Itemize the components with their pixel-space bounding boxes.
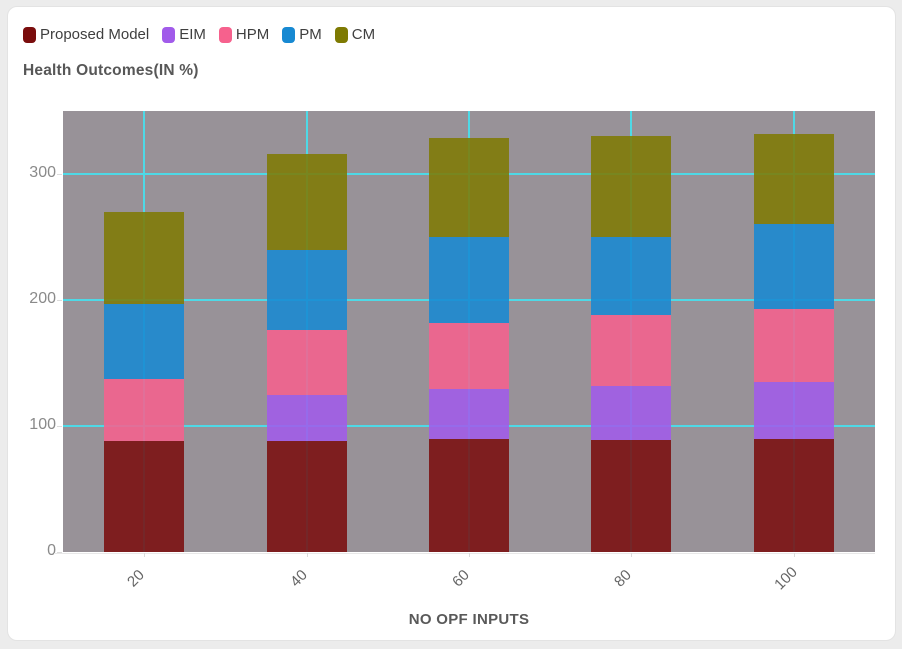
bar-segment-eim-60 [429,389,509,439]
x-tick-label-40: 40 [286,566,311,591]
y-tick-label-200: 200 [29,290,56,307]
chart-card: Proposed Model EIM HPM PM CM Health Outcomes… [7,6,896,641]
legend-item-cm[interactable]: CM [334,26,376,43]
bar-segment-cm-80 [591,136,672,238]
x-tick-label-80: 80 [611,566,636,591]
bar-segment-eim-40 [266,394,347,442]
x-tick-mark-20 [144,553,146,557]
x-tick-label-20: 20 [124,566,149,591]
legend-label: PM [299,26,322,43]
x-tick-label-100: 100 [770,563,801,594]
legend: Proposed Model EIM HPM PM CM [23,26,375,43]
legend-item-pm[interactable]: PM [282,26,322,43]
bar-segment-pm-100 [753,224,834,309]
legend-label: CM [351,26,376,43]
legend-swatch-pm [282,26,296,43]
legend-item-eim[interactable]: EIM [162,26,206,43]
bar-100 [753,133,834,552]
x-tick-mark-100 [793,553,795,557]
bar-80 [591,136,672,552]
bar-60 [429,137,509,552]
x-tick-mark-40 [306,553,308,557]
bar-segment-hpm-60 [429,322,509,390]
bar-segment-proposed-model-20 [104,441,185,552]
bar-segment-pm-40 [266,249,347,331]
x-tick-label-60: 60 [449,566,473,591]
bar-segment-cm-100 [753,133,834,225]
bar-segment-pm-20 [104,303,185,380]
x-tick-mark-80 [631,553,633,557]
x-axis-line [54,553,875,554]
bar-segment-cm-20 [104,211,185,304]
bar-segment-hpm-20 [104,379,185,442]
bar-segment-proposed-model-80 [591,439,672,552]
chart-title: Health Outcomes(IN %) [23,62,199,79]
legend-label: HPM [235,26,270,43]
bar-segment-proposed-model-40 [266,441,347,552]
legend-swatch-eim [162,26,176,43]
bar-segment-proposed-model-60 [429,438,509,552]
bar-segment-eim-80 [591,385,672,440]
bar-segment-cm-60 [429,137,509,238]
bar-segment-hpm-100 [753,308,834,382]
bar-20 [104,211,185,552]
legend-item-hpm[interactable]: HPM [218,26,270,43]
y-tick-label-300: 300 [29,164,56,181]
legend-swatch-cm [334,26,348,43]
y-tick-label-0: 0 [47,542,56,559]
x-tick-mark-60 [469,553,470,557]
legend-label: Proposed Model [40,26,150,43]
bar-segment-pm-60 [429,237,509,323]
legend-item-proposed-model[interactable]: Proposed Model [23,26,149,43]
plot-area [63,111,875,552]
bar-segment-pm-80 [591,237,672,316]
legend-swatch-proposed-model [23,26,36,43]
y-tick-mark-0 [57,552,62,553]
bar-segment-eim-100 [753,381,834,439]
y-tick-mark-100 [57,426,62,427]
x-axis-title: NO OPF INPUTS [408,611,530,628]
y-tick-mark-300 [57,174,62,175]
bar-40 [266,153,347,552]
bar-segment-hpm-40 [266,330,347,395]
bar-segment-proposed-model-100 [753,438,834,552]
legend-label: EIM [179,26,206,43]
bar-segment-cm-40 [266,153,347,250]
bar-segment-hpm-80 [591,315,672,386]
y-tick-mark-200 [57,300,62,301]
legend-swatch-hpm [218,26,232,43]
y-tick-label-100: 100 [29,416,56,433]
